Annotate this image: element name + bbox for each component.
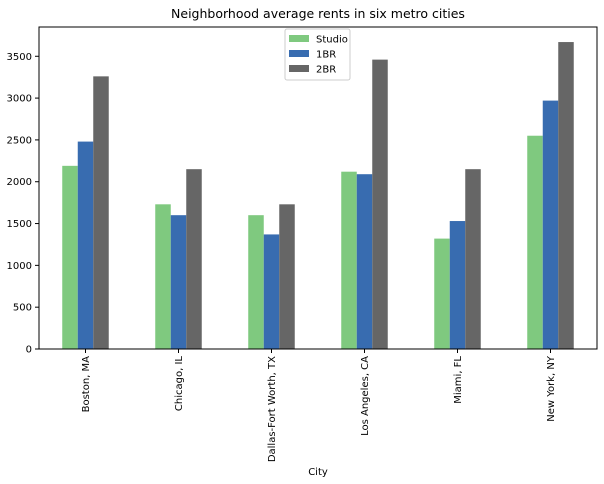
y-tick-label: 3500	[7, 52, 32, 63]
legend-swatch-2br	[289, 65, 309, 72]
bar-studio-new-york-ny	[527, 135, 543, 349]
bar-1br-miami-fl	[449, 221, 466, 349]
legend-swatch-studio	[289, 35, 309, 42]
x-tick-label-boston-ma: Boston, MA	[81, 356, 92, 413]
x-tick-label-new-york-ny: New York, NY	[546, 355, 557, 422]
bar-2br-new-york-ny	[558, 42, 574, 350]
y-tick-label: 2000	[7, 177, 32, 188]
bar-1br-boston-ma	[77, 141, 94, 349]
bars-layer	[62, 42, 574, 350]
x-tick-label-los-angeles-ca: Los Angeles, CA	[360, 356, 371, 436]
bar-studio-los-angeles-ca	[341, 171, 357, 349]
legend-label-2br: 2BR	[316, 65, 336, 76]
bar-2br-los-angeles-ca	[372, 59, 388, 350]
x-tick-label-miami-fl: Miami, FL	[453, 356, 464, 404]
x-tick-label-dallas-fort-worth-tx: Dallas-Fort Worth, TX	[267, 356, 278, 462]
y-tick-label: 1500	[7, 219, 32, 230]
plot-area-frame	[38, 26, 598, 350]
legend-swatch-1br	[289, 50, 309, 57]
bar-2br-boston-ma	[93, 76, 109, 349]
y-tick-label: 2500	[7, 135, 32, 146]
bar-2br-dallas-fort-worth-tx	[279, 204, 295, 349]
legend-label-studio: Studio	[316, 35, 348, 46]
y-tick-label: 3000	[7, 94, 32, 105]
y-tick-label: 500	[13, 303, 32, 314]
bar-2br-chicago-il	[186, 169, 202, 349]
bar-studio-chicago-il	[155, 204, 171, 349]
x-tick-label-chicago-il: Chicago, IL	[174, 356, 185, 411]
y-axis: 0 500 1000 1500 2000 2500 3000 3500	[7, 52, 39, 356]
x-axis: Boston, MA Chicago, IL Dallas-Fort Worth, …	[81, 349, 557, 462]
bar-1br-new-york-ny	[542, 100, 559, 349]
bar-2br-miami-fl	[465, 169, 481, 349]
x-axis-label: City	[308, 467, 328, 478]
bar-studio-dallas-fort-worth-tx	[248, 215, 264, 349]
y-tick-label: 0	[26, 345, 32, 356]
bar-1br-los-angeles-ca	[356, 174, 373, 349]
bar-1br-chicago-il	[170, 215, 187, 349]
legend-label-1br: 1BR	[316, 50, 336, 61]
legend: Studio 1BR 2BR	[284, 28, 351, 81]
bar-studio-miami-fl	[434, 238, 450, 349]
y-tick-label: 1000	[7, 261, 32, 272]
bar-1br-dallas-fort-worth-tx	[263, 234, 280, 349]
chart-title: Neighborhood average rents in six metro …	[171, 6, 465, 21]
bar-studio-boston-ma	[62, 165, 78, 349]
